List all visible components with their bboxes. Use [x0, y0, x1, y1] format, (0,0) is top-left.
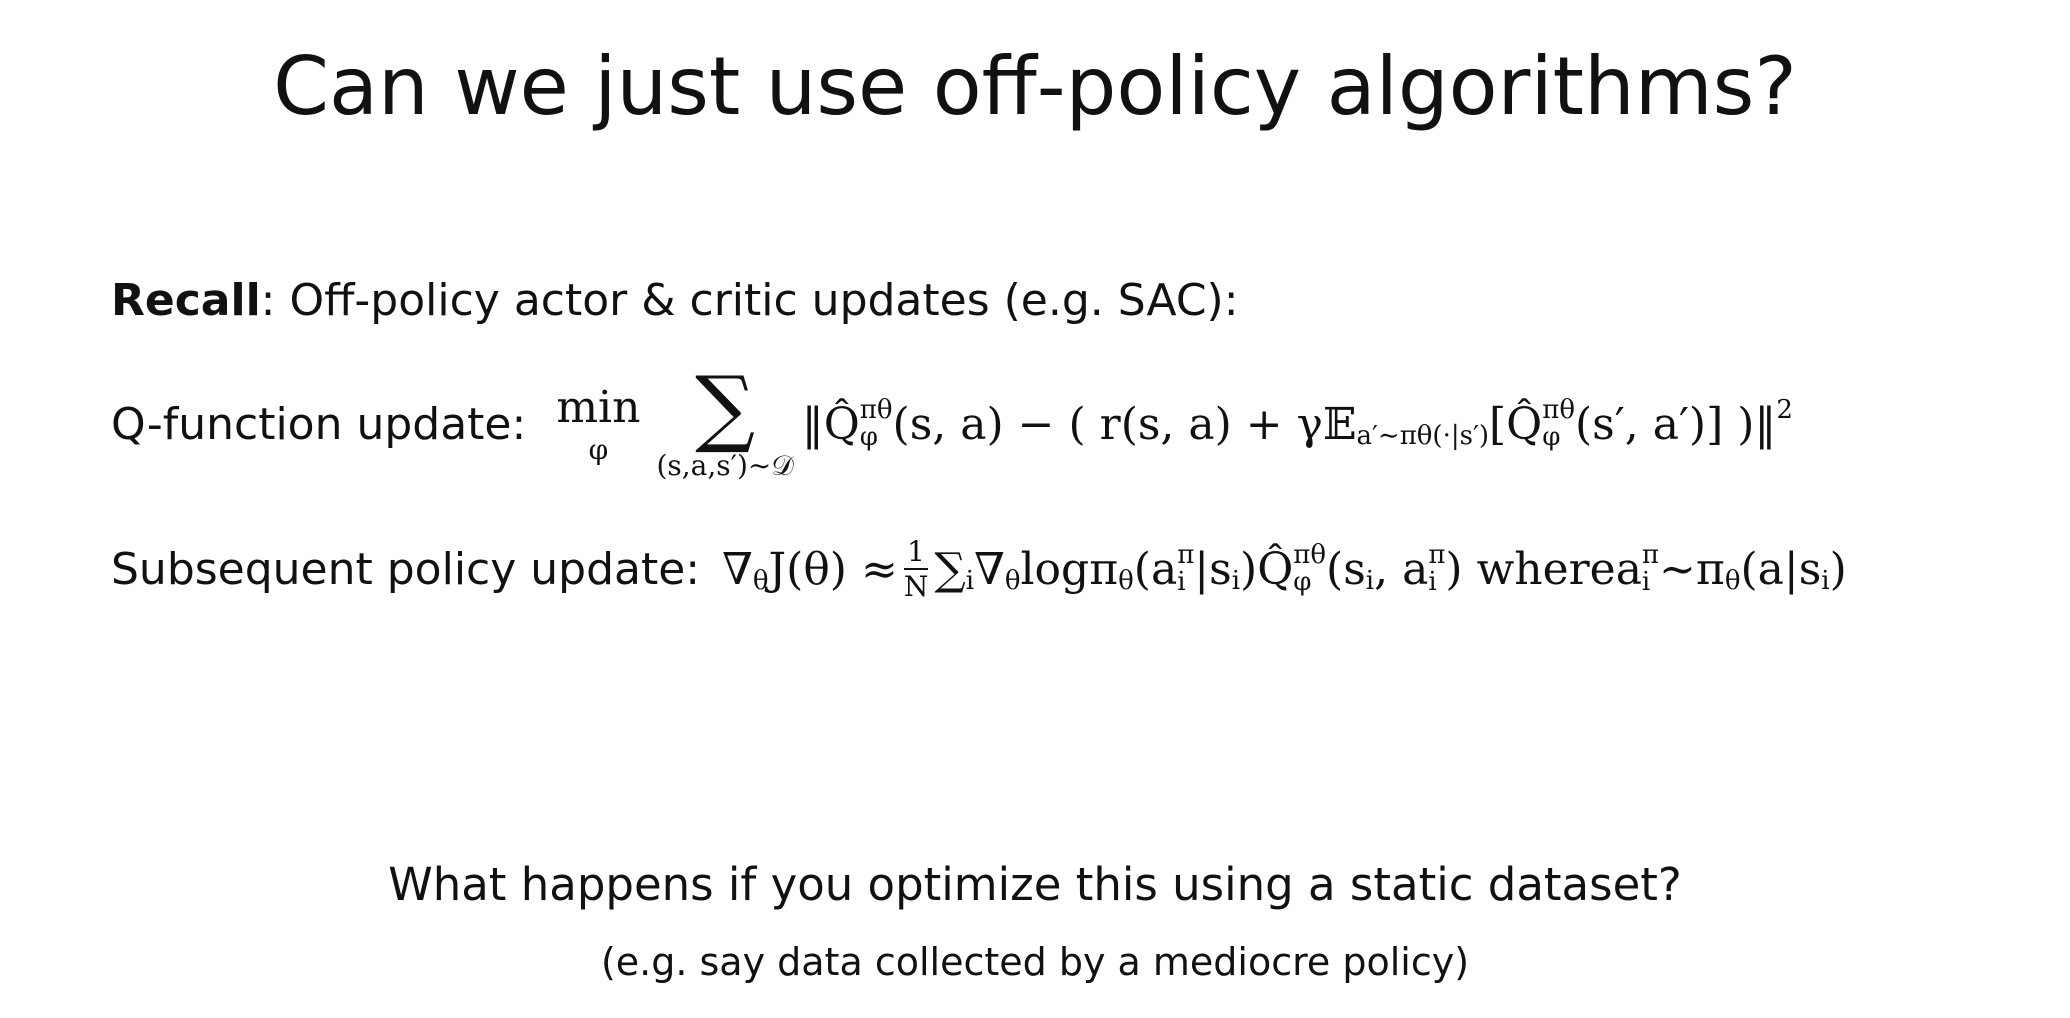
subscript: i: [1428, 567, 1437, 597]
scripts: 2: [1776, 395, 1793, 426]
math-base: ∑: [934, 543, 966, 595]
math-base: 𝔼: [1322, 398, 1357, 450]
scripts: θ: [1724, 542, 1741, 597]
superscript: πθ: [1293, 539, 1327, 570]
math-base: π: [1695, 543, 1725, 595]
scripts: i: [1365, 542, 1375, 597]
q-update-label: Q-function update:: [111, 398, 527, 450]
denominator: N: [903, 570, 929, 603]
scripts: πθ φ: [1293, 539, 1327, 597]
q-update-line: Q-function update: min φ ∑ (s,a,s′)∼𝒟 ‖Q̂ πθ φ…: [111, 365, 1793, 483]
subscript: θ: [1724, 566, 1741, 597]
numerator: 1: [904, 535, 928, 570]
superscript: πθ: [859, 394, 893, 425]
slide-title: Can we just use off-policy algorithms?: [273, 40, 1797, 133]
subscript: i: [1641, 567, 1651, 597]
math-text: ∼: [1659, 543, 1696, 595]
scripts: πθ φ: [859, 394, 893, 452]
subscript: a′∼πθ(·|s′): [1356, 421, 1490, 452]
scripts: a′∼πθ(·|s′): [1356, 397, 1490, 452]
operator: min: [556, 382, 641, 433]
big-operator: min φ: [556, 382, 640, 466]
subscript: φ: [1293, 567, 1312, 597]
question: What happens if you optimize this using …: [388, 858, 1682, 911]
superscript: 2: [1776, 395, 1793, 426]
math-base: |s: [1194, 543, 1232, 595]
scripts: θ: [1118, 542, 1134, 597]
subscript: i: [1821, 566, 1830, 597]
subscript: i: [1365, 566, 1375, 597]
math-base: ∇: [974, 543, 1005, 595]
scripts: i: [1231, 542, 1241, 597]
recall-line: Recall: Off-policy actor & critic update…: [111, 275, 1239, 326]
policy-update-formula: ∇ θ J(θ) ≈ 1 N ∑ i ∇ θ log π θ (a π i |s i)Q̂ πθ φ (s i,…: [722, 535, 1847, 603]
superscript: π: [1641, 539, 1660, 570]
math-text: ): [1829, 543, 1847, 595]
math-base: ‖: [1754, 398, 1777, 450]
math-base: (a: [1133, 543, 1178, 595]
recall-label: Recall: [111, 275, 261, 326]
math-text: (s′, a′)] ): [1575, 398, 1755, 450]
math-base: a: [1615, 543, 1642, 595]
recall-text: : Off-policy actor & critic updates (e.g…: [260, 275, 1239, 326]
math-base: , a: [1374, 543, 1429, 595]
operator-limit: (s,a,s′)∼𝒟: [656, 449, 794, 482]
note: (e.g. say data collected by a mediocre p…: [600, 940, 1470, 984]
superscript: π: [1177, 539, 1195, 570]
subscript: θ: [1118, 566, 1134, 597]
scripts: i: [965, 542, 975, 597]
subscript: θ: [752, 566, 769, 597]
subscript: φ: [1542, 422, 1561, 452]
math-base: [Q̂: [1489, 398, 1543, 450]
math-base: π: [1089, 543, 1119, 595]
math-text: (s, a) − ( r(s, a) + γ: [892, 398, 1323, 450]
math-text: log: [1020, 543, 1090, 595]
math-base: ‖Q̂: [801, 398, 860, 450]
math-base: (s: [1326, 543, 1366, 595]
subscript: i: [965, 566, 975, 597]
subscript: θ: [1004, 566, 1021, 597]
superscript: πθ: [1542, 394, 1575, 425]
math-text: J(θ) ≈: [768, 543, 898, 595]
subscript: i: [1177, 567, 1186, 597]
subscript: i: [1231, 566, 1241, 597]
math-base: ∇: [722, 543, 753, 595]
policy-update-label: Subsequent policy update:: [111, 543, 701, 595]
policy-update-line: Subsequent policy update: ∇ θ J(θ) ≈ 1 N ∑ i …: [111, 535, 1847, 603]
scripts: i: [1821, 542, 1830, 597]
math-base: (a|s: [1740, 543, 1822, 595]
q-update-formula: min φ ∑ (s,a,s′)∼𝒟 ‖Q̂ πθ φ (s, a) − ( r(s, a) …: [548, 365, 1793, 483]
subscript: φ: [859, 422, 879, 452]
superscript: π: [1428, 539, 1446, 570]
scripts: θ: [752, 542, 769, 597]
scripts: πθ φ: [1542, 394, 1575, 452]
operator-limit: φ: [588, 433, 609, 466]
big-operator: ∑ (s,a,s′)∼𝒟: [656, 365, 793, 483]
scripts: θ: [1004, 542, 1021, 597]
math-base: )Q̂: [1240, 543, 1294, 595]
math-text: ) where: [1445, 543, 1616, 595]
operator: ∑: [695, 358, 756, 456]
